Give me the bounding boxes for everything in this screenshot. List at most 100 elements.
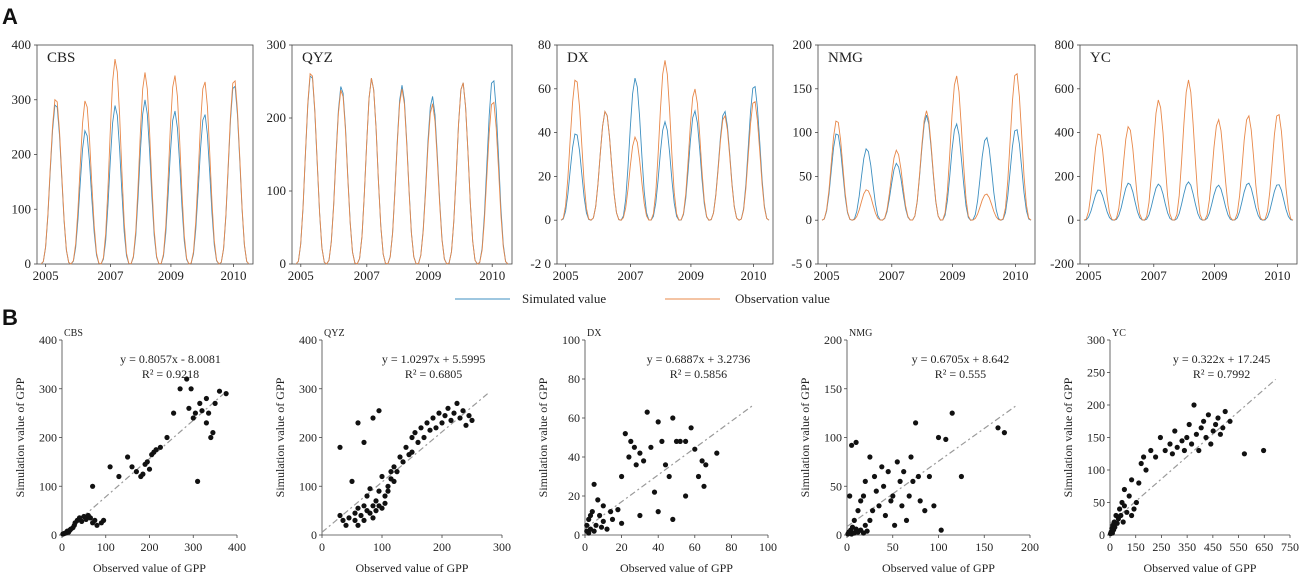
data-point: [1126, 493, 1132, 499]
data-point: [615, 507, 621, 513]
data-point: [860, 493, 867, 499]
data-point: [116, 473, 122, 480]
data-point: [1114, 520, 1120, 526]
x-tick-label: 550: [1230, 540, 1248, 554]
y-tick-label: 200: [299, 431, 317, 445]
scatter-title: QYZ: [324, 328, 345, 339]
data-point: [445, 405, 451, 411]
data-point: [188, 386, 194, 392]
data-point: [164, 434, 170, 441]
data-point: [659, 438, 665, 444]
scatter-chart-cbs: 0 100 200 300 400 0 100 200 300 400 CBS Observed va…: [13, 328, 246, 575]
y-tick-label: 20: [568, 489, 580, 503]
data-point: [1181, 447, 1187, 454]
data-point: [600, 503, 606, 509]
y-tick-label: 80: [568, 372, 580, 386]
x-tick-label: 40: [652, 540, 664, 554]
x-tick-label: 300: [493, 540, 511, 554]
x-tick-label: 80: [725, 540, 737, 554]
data-point: [1189, 441, 1195, 447]
data-point: [871, 473, 878, 480]
data-point: [409, 449, 415, 455]
y-tick-label: 0: [25, 256, 32, 271]
y-tick-label: 100: [793, 125, 813, 140]
y-tick-label: 100: [562, 333, 580, 347]
data-point: [673, 438, 680, 444]
data-point: [216, 388, 223, 394]
observed-series-line: [1083, 79, 1294, 221]
x-axis-title: Observed value of GPP: [356, 561, 469, 575]
data-point: [1196, 447, 1202, 454]
data-point: [1186, 421, 1192, 428]
data-point: [376, 488, 382, 494]
y-tick-label: 100: [1087, 463, 1105, 477]
data-point: [424, 420, 430, 426]
data-point: [608, 509, 614, 515]
x-tick-label: 2005: [553, 268, 579, 283]
data-point: [140, 471, 146, 477]
data-point: [701, 483, 707, 489]
y-tick-label: 150: [793, 81, 813, 96]
data-point: [349, 478, 355, 484]
x-tick-label: 250: [1152, 540, 1170, 554]
regression-equation: y = 0.6705x + 8.642: [912, 352, 1010, 366]
y-tick-label: 0: [1068, 212, 1075, 227]
x-tick-label: 2007: [354, 268, 381, 283]
y-tick-label: 60: [538, 81, 551, 96]
x-tick-label: 2007: [97, 268, 124, 283]
data-point: [212, 400, 218, 406]
data-point: [899, 503, 905, 509]
data-point: [463, 422, 469, 428]
x-tick-label: 2010: [221, 268, 247, 283]
data-point: [1179, 438, 1185, 444]
data-point: [637, 512, 643, 519]
x-tick-label: 60: [689, 540, 701, 554]
simulated-series-line: [1083, 181, 1294, 221]
data-point: [862, 478, 868, 484]
data-point: [1220, 425, 1226, 431]
data-point: [1112, 524, 1118, 530]
x-tick-label: 2009: [940, 268, 966, 283]
data-point: [361, 503, 367, 509]
data-point: [595, 497, 601, 503]
data-point: [897, 478, 903, 484]
y-tick-label: 200: [12, 147, 32, 162]
y-tick-label: 400: [12, 37, 32, 52]
data-point: [888, 498, 894, 504]
observed-series-line: [40, 59, 250, 265]
y-tick-label: 50: [799, 168, 812, 183]
data-point: [451, 410, 457, 416]
data-point: [454, 400, 460, 406]
data-point: [223, 391, 229, 397]
data-point: [409, 434, 415, 441]
ts-frame: [817, 44, 1036, 265]
data-point: [340, 517, 346, 524]
data-point: [364, 493, 370, 499]
data-point: [922, 508, 928, 514]
y-tick-label: 50: [1093, 496, 1105, 510]
x-tick-label: 2009: [158, 268, 184, 283]
x-tick-label: 450: [1204, 540, 1222, 554]
data-point: [641, 458, 647, 464]
scatter-title: DX: [587, 328, 602, 339]
regression-equation: y = 0.6887x + 3.2736: [647, 352, 751, 366]
regression-equation: y = 0.8057x - 8.0081: [120, 352, 221, 366]
x-tick-label: 0: [319, 540, 325, 554]
data-point: [935, 434, 942, 441]
x-tick-label: 2007: [617, 268, 644, 283]
data-point: [628, 438, 634, 444]
data-point: [892, 522, 898, 528]
y-tick-label: 800: [1055, 37, 1075, 52]
x-tick-label: 150: [1127, 540, 1145, 554]
y-tick-label: 0: [280, 256, 287, 271]
data-point: [177, 386, 183, 392]
x-tick-label: 2005: [33, 268, 59, 283]
data-point: [343, 522, 349, 528]
y-tick-label: 40: [538, 125, 551, 140]
data-point: [79, 518, 85, 525]
trend-line: [846, 405, 1016, 528]
data-point: [203, 420, 209, 426]
y-axis-title: Simulation value of GPP: [536, 377, 550, 497]
data-point: [92, 517, 98, 524]
y-tick-label: 200: [824, 333, 842, 347]
